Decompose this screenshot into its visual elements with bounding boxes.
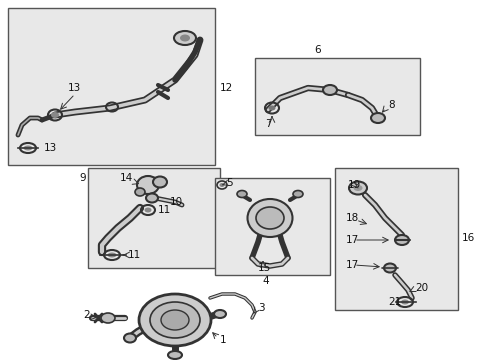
Text: 7: 7	[265, 119, 271, 129]
Text: 16: 16	[462, 233, 475, 243]
Ellipse shape	[137, 176, 159, 194]
Ellipse shape	[107, 252, 117, 257]
Text: 14: 14	[120, 173, 133, 183]
Ellipse shape	[220, 183, 224, 187]
Ellipse shape	[395, 235, 409, 245]
Text: 13: 13	[68, 83, 81, 93]
Text: 11: 11	[158, 205, 171, 215]
Ellipse shape	[150, 302, 200, 338]
Text: 13: 13	[44, 143, 57, 153]
Bar	[8, 8, 215, 165]
Ellipse shape	[101, 313, 115, 323]
Text: 5: 5	[226, 178, 233, 188]
Ellipse shape	[401, 300, 409, 305]
Text: 6: 6	[315, 45, 321, 55]
Text: 2: 2	[83, 310, 90, 320]
Bar	[215, 178, 330, 275]
Ellipse shape	[384, 264, 396, 273]
Text: 10: 10	[170, 197, 183, 207]
Ellipse shape	[353, 185, 363, 191]
Text: 18: 18	[346, 213, 359, 223]
Ellipse shape	[24, 145, 32, 150]
Bar	[335, 168, 458, 310]
Ellipse shape	[153, 176, 167, 188]
Text: 12: 12	[220, 83, 233, 93]
Ellipse shape	[146, 194, 158, 202]
Ellipse shape	[247, 199, 293, 237]
Ellipse shape	[371, 113, 385, 123]
Ellipse shape	[124, 333, 136, 342]
Text: 17: 17	[346, 235, 359, 245]
Ellipse shape	[145, 207, 151, 212]
Ellipse shape	[139, 294, 211, 346]
Ellipse shape	[349, 181, 367, 194]
Ellipse shape	[168, 351, 182, 359]
Text: 19: 19	[348, 180, 361, 190]
Ellipse shape	[161, 310, 189, 330]
Ellipse shape	[51, 112, 59, 118]
Ellipse shape	[256, 207, 284, 229]
Text: 4: 4	[262, 276, 269, 286]
Ellipse shape	[237, 190, 247, 198]
Text: 20: 20	[415, 283, 428, 293]
Ellipse shape	[180, 35, 190, 41]
Ellipse shape	[174, 31, 196, 45]
Ellipse shape	[269, 105, 275, 111]
Ellipse shape	[135, 188, 145, 196]
Text: 15: 15	[258, 263, 271, 273]
Text: 8: 8	[388, 100, 394, 110]
Bar	[88, 168, 220, 268]
Text: 21: 21	[388, 297, 401, 307]
Ellipse shape	[214, 310, 226, 318]
Text: 3: 3	[258, 303, 265, 313]
Text: 1: 1	[220, 335, 227, 345]
Ellipse shape	[293, 190, 303, 198]
Bar	[255, 58, 420, 135]
Text: 9: 9	[79, 173, 86, 183]
Text: 11: 11	[128, 250, 141, 260]
Ellipse shape	[323, 85, 337, 95]
Text: 17: 17	[346, 260, 359, 270]
